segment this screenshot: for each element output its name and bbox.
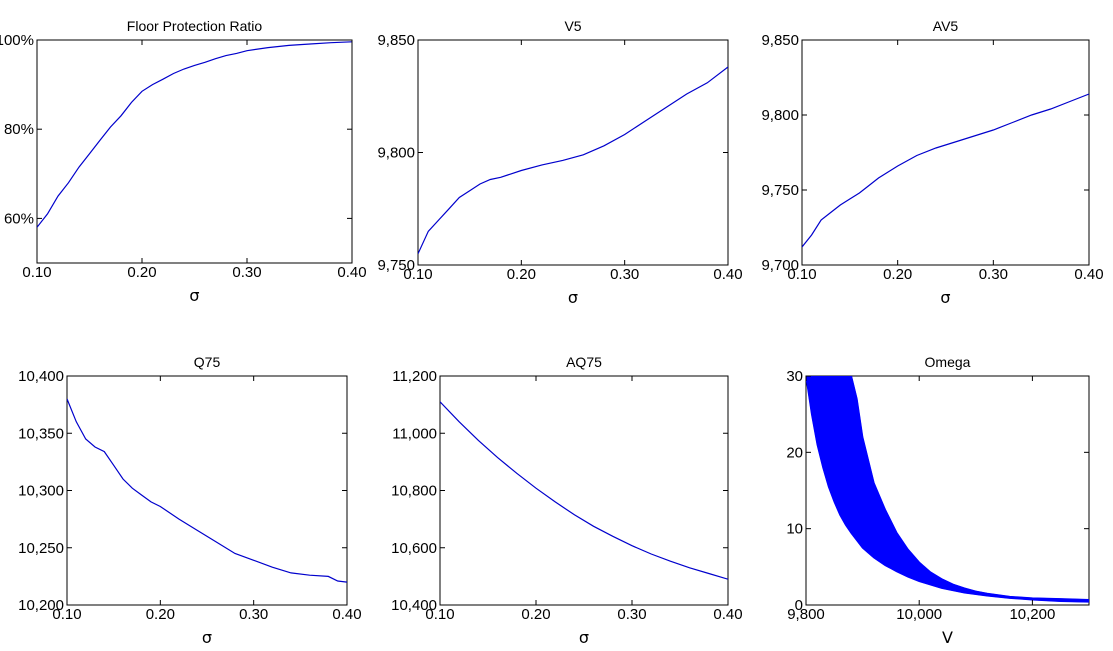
chart-av5-xlabel: σ — [940, 288, 950, 307]
chart-aq75-ytick-label: 10,800 — [391, 483, 437, 500]
chart-v5-line-0 — [418, 66, 728, 255]
chart-floor-protection-ratio-ytick-label: 80% — [4, 121, 34, 138]
chart-floor-protection-ratio-ytick-label: 60% — [4, 210, 34, 227]
chart-omega-xtick-label: 10,200 — [1009, 606, 1055, 623]
chart-floor-protection-ratio-xtick-label: 0.20 — [127, 264, 156, 281]
chart-v5-ytick-label: 9,850 — [377, 32, 415, 49]
chart-av5-title: AV5 — [933, 18, 959, 34]
subplot-omega: 9,800 10,000 10,200 0 10 20 30 Omega V — [786, 354, 1090, 647]
chart-aq75-ytick-label: 11,200 — [392, 368, 437, 385]
chart-aq75-ytick-label: 10,400 — [391, 597, 437, 614]
chart-q75-ytick-label: 10,350 — [18, 425, 64, 442]
chart-q75-xtick-label: 0.30 — [239, 606, 268, 623]
chart-aq75-ytick-label: 10,600 — [391, 540, 437, 557]
chart-q75-title: Q75 — [194, 354, 221, 370]
chart-q75-axes — [66, 375, 348, 606]
chart-v5-ytick-label: 9,800 — [377, 145, 415, 162]
chart-v5-ytick-label: 9,750 — [377, 257, 415, 274]
chart-v5-xlabel: σ — [568, 288, 578, 307]
chart-aq75-xtick-label: 0.30 — [617, 606, 646, 623]
chart-q75-ytick-label: 10,400 — [18, 368, 64, 385]
chart-q75-xlabel: σ — [202, 628, 212, 647]
chart-omega-plot-area — [806, 376, 1089, 603]
subplot-av5: 0.10 0.20 0.30 0.40 9,700 9,750 9,800 9,850 AV5 σ — [761, 18, 1103, 307]
chart-v5-xtick-label: 0.20 — [507, 266, 536, 283]
chart-aq75-ytick-label: 11,000 — [392, 425, 437, 442]
chart-omega-ytick-label: 10 — [786, 521, 803, 538]
chart-v5-xtick-label: 0.40 — [713, 266, 742, 283]
chart-floor-protection-ratio-plot-area — [37, 41, 352, 228]
chart-floor-protection-ratio-line-0 — [37, 41, 352, 228]
chart-q75-line-0 — [67, 398, 347, 583]
chart-aq75-plot-area — [440, 401, 728, 580]
chart-q75-ytick-label: 10,200 — [18, 597, 64, 614]
chart-av5-axes — [801, 39, 1090, 266]
chart-omega-lower-edge — [806, 376, 1089, 603]
chart-q75-xtick-label: 0.20 — [146, 606, 175, 623]
chart-av5-xtick-label: 0.20 — [883, 266, 912, 283]
chart-q75-plot-area — [67, 398, 347, 583]
chart-floor-protection-ratio-title: Floor Protection Ratio — [127, 18, 263, 34]
chart-v5-xtick-label: 0.10 — [403, 266, 432, 283]
chart-omega-title: Omega — [925, 354, 971, 370]
chart-v5-xtick-label: 0.30 — [610, 266, 639, 283]
chart-omega-ytick-label: 30 — [786, 368, 803, 385]
chart-aq75-axes — [439, 375, 729, 606]
chart-omega-xtick-label: 10,000 — [896, 606, 942, 623]
chart-omega-xtick-label: 9,800 — [787, 606, 825, 623]
chart-aq75-line-0 — [440, 401, 728, 580]
chart-aq75-xtick-label: 0.40 — [713, 606, 742, 623]
chart-floor-protection-ratio-ytick-label: 100% — [0, 32, 34, 49]
chart-av5-ytick-label: 9,800 — [761, 107, 799, 124]
chart-av5-ytick-label: 9,700 — [761, 257, 799, 274]
chart-omega-upper-edge — [806, 376, 1089, 601]
chart-omega-xlabel: V — [942, 628, 953, 647]
chart-av5-plot-area — [802, 93, 1089, 248]
chart-av5-xtick-label: 0.40 — [1074, 266, 1103, 283]
chart-q75-ytick-label: 10,300 — [18, 483, 64, 500]
chart-floor-protection-ratio-xtick-label: 0.40 — [337, 264, 366, 281]
chart-q75-xtick-label: 0.10 — [52, 606, 81, 623]
chart-aq75-xlabel: σ — [579, 628, 589, 647]
chart-omega-ytick-label: 0 — [795, 597, 803, 614]
subplot-floor-protection-ratio: 0.10 0.20 0.30 0.40 60% 80% 100% Floor Protecti… — [0, 18, 367, 305]
chart-v5-axes — [417, 39, 729, 266]
chart-aq75-xtick-label: 0.20 — [521, 606, 550, 623]
chart-aq75-xtick-label: 0.10 — [425, 606, 454, 623]
chart-av5-ytick-label: 9,750 — [761, 182, 799, 199]
chart-floor-protection-ratio-xlabel: σ — [189, 286, 199, 305]
chart-floor-protection-ratio-xtick-label: 0.10 — [22, 264, 51, 281]
chart-q75-ytick-label: 10,250 — [18, 540, 64, 557]
chart-av5-line-0 — [802, 93, 1089, 248]
chart-aq75-title: AQ75 — [566, 354, 602, 370]
subplot-v5: 0.10 0.20 0.30 0.40 9,750 9,800 9,850 V5 σ — [377, 18, 742, 307]
chart-av5-ytick-label: 9,850 — [761, 32, 799, 49]
chart-floor-protection-ratio-axes — [36, 39, 353, 264]
subplot-q75: 0.10 0.20 0.30 0.40 10,200 10,250 10,300 10,350… — [18, 354, 361, 647]
subplot-aq75: 0.10 0.20 0.30 0.40 10,400 10,600 10,800 11,000… — [391, 354, 742, 647]
chart-q75-xtick-label: 0.40 — [332, 606, 361, 623]
chart-v5-title: V5 — [564, 18, 581, 34]
chart-v5-plot-area — [418, 66, 728, 255]
chart-av5-xtick-label: 0.30 — [979, 266, 1008, 283]
chart-floor-protection-ratio-xtick-label: 0.30 — [232, 264, 261, 281]
chart-av5-xtick-label: 0.10 — [787, 266, 816, 283]
chart-omega-ytick-label: 20 — [786, 444, 803, 461]
